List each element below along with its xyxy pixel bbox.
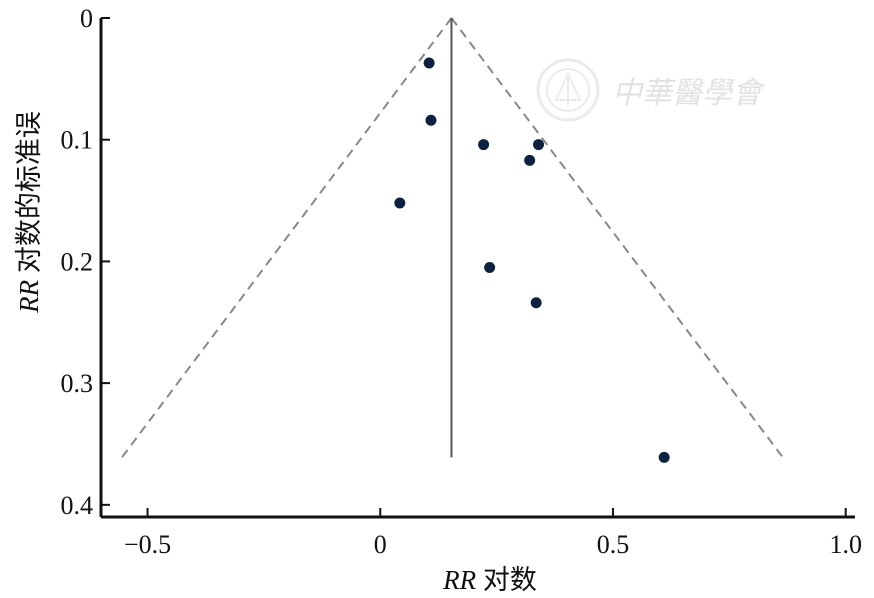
society-seal-icon [536,58,600,122]
study-point [530,297,542,309]
data-points [394,57,670,463]
y-tick-label: 0.3 [61,369,94,398]
x-tick-label: 1.0 [829,530,862,559]
x-tick-label: 0.5 [597,530,630,559]
y-tick-label: 0.4 [61,491,94,520]
study-point [423,57,435,69]
funnel-right-boundary [450,17,784,458]
y-tick-label: 0 [80,4,93,33]
ticks: −0.5 0 0.5 1.0 0 0.1 0.2 0.3 0.4 [61,4,862,559]
axes [99,18,855,519]
y-axis-title: RR 对数的标准误 [14,111,44,314]
y-tick-label: 0.1 [61,126,94,155]
study-point [658,451,670,463]
y-tick-label: 0.2 [61,247,94,276]
funnel-left-boundary [121,17,453,458]
watermark: 中華醫學會 [536,58,766,122]
x-tick-label: −0.5 [124,530,171,559]
study-point [425,114,437,126]
funnel-lines [121,17,784,458]
study-point [524,154,536,166]
study-point [484,262,496,273]
x-tick-label: 0 [374,530,387,559]
study-point [394,197,406,209]
study-point [533,139,545,151]
study-point [478,139,490,151]
watermark-text: 中華醫學會 [612,76,766,111]
x-axis-title: RR 对数 [442,565,537,595]
